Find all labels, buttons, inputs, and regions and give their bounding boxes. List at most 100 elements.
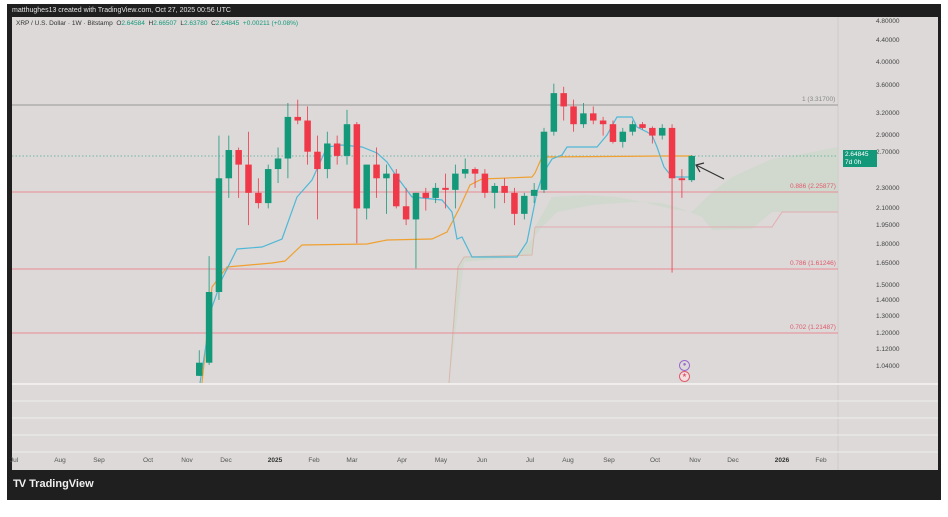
- candle[interactable]: [550, 93, 558, 132]
- candle[interactable]: [609, 124, 617, 142]
- candle[interactable]: [363, 164, 370, 209]
- candle[interactable]: [629, 124, 636, 132]
- candle[interactable]: [373, 164, 380, 179]
- candle[interactable]: [560, 93, 567, 107]
- ichimoku-base-line: [201, 155, 692, 384]
- candle[interactable]: [324, 143, 331, 170]
- x-tick: Aug: [562, 457, 574, 464]
- y-tick: 1.12000: [876, 346, 900, 353]
- candle[interactable]: [668, 127, 676, 179]
- candle[interactable]: [422, 192, 430, 198]
- candle[interactable]: [402, 206, 410, 220]
- y-tick: 1.65000: [876, 260, 900, 267]
- price-chart[interactable]: [12, 17, 938, 470]
- pane-separators: [12, 383, 938, 453]
- last-price-tag: 2.64845 7d 0h: [843, 150, 877, 167]
- candle[interactable]: [304, 120, 311, 152]
- y-tick: 1.50000: [876, 282, 900, 289]
- x-tick: 2026: [774, 457, 790, 464]
- candle[interactable]: [412, 192, 420, 220]
- y-tick: 2.90000: [876, 132, 900, 139]
- open-value: 2.64584: [121, 20, 145, 27]
- candle[interactable]: [471, 169, 479, 174]
- candle[interactable]: [580, 113, 587, 125]
- candle[interactable]: [481, 173, 489, 193]
- candle[interactable]: [215, 178, 223, 292]
- y-tick: 4.80000: [876, 18, 900, 25]
- candle[interactable]: [432, 187, 439, 198]
- symbol-legend[interactable]: XRP / U.S. Dollar · 1W · Bitstamp O2.645…: [16, 20, 299, 27]
- candle[interactable]: [393, 173, 400, 207]
- x-tick: 2025: [267, 457, 283, 464]
- candle[interactable]: [442, 187, 449, 190]
- x-tick: Apr: [396, 457, 408, 464]
- candle[interactable]: [383, 173, 390, 179]
- candle[interactable]: [461, 169, 469, 174]
- candle[interactable]: [314, 151, 321, 170]
- y-tick: 1.80000: [876, 241, 900, 248]
- y-tick: 1.30000: [876, 313, 900, 320]
- x-tick: Jun: [476, 457, 488, 464]
- chart-panel[interactable]: XRP / U.S. Dollar · 1W · Bitstamp O2.645…: [9, 17, 938, 470]
- symbol-title: XRP / U.S. Dollar · 1W · Bitstamp: [16, 20, 113, 27]
- candles: [196, 83, 696, 376]
- candle[interactable]: [599, 120, 607, 125]
- fib-label-0886: 0.886 (2.25877): [790, 183, 836, 190]
- fib-label-0702: 0.702 (1.21487): [790, 324, 836, 331]
- x-tick: Feb: [308, 457, 320, 464]
- last-price-value: 2.64845: [845, 151, 869, 158]
- candle[interactable]: [264, 169, 272, 204]
- y-tick: 1.95000: [876, 222, 900, 229]
- candle[interactable]: [501, 185, 508, 193]
- x-tick: Mar: [346, 457, 358, 464]
- candle[interactable]: [491, 185, 499, 193]
- x-tick: Jul: [9, 457, 19, 464]
- y-tick: 1.04000: [876, 363, 900, 370]
- y-tick: 4.40000: [876, 37, 900, 44]
- candle[interactable]: [225, 150, 233, 179]
- candle[interactable]: [255, 192, 262, 204]
- x-tick: Dec: [220, 457, 232, 464]
- fib-label-1: 1 (3.31700): [802, 96, 836, 103]
- candle[interactable]: [452, 173, 459, 190]
- candle[interactable]: [649, 127, 656, 136]
- candle[interactable]: [521, 195, 528, 214]
- candle[interactable]: [245, 164, 252, 193]
- candle[interactable]: [284, 116, 292, 159]
- x-tick: Oct: [142, 457, 154, 464]
- candle[interactable]: [235, 150, 242, 165]
- candle[interactable]: [294, 116, 302, 121]
- y-tick: 3.20000: [876, 110, 900, 117]
- us-flag-event-icon[interactable]: ★: [679, 371, 690, 382]
- candle[interactable]: [639, 124, 646, 128]
- fib-label-0786: 0.786 (1.61246): [790, 260, 836, 267]
- y-tick: 4.00000: [876, 59, 900, 66]
- crypto-event-icon[interactable]: ●: [679, 360, 690, 371]
- candle[interactable]: [274, 158, 282, 170]
- brand-name: TradingView: [29, 478, 94, 490]
- candle[interactable]: [196, 362, 203, 376]
- candle[interactable]: [658, 127, 666, 136]
- candle[interactable]: [205, 291, 213, 363]
- candle[interactable]: [678, 178, 686, 181]
- candle[interactable]: [619, 131, 627, 142]
- candle[interactable]: [530, 189, 538, 196]
- x-tick: Nov: [689, 457, 701, 464]
- y-tick: 2.30000: [876, 185, 900, 192]
- ichimoku-cloud: [449, 147, 838, 383]
- candle[interactable]: [688, 155, 696, 181]
- x-tick: Nov: [181, 457, 193, 464]
- y-tick: 2.10000: [876, 205, 900, 212]
- tradingview-brand[interactable]: TV TradingView: [13, 478, 94, 490]
- candle[interactable]: [570, 106, 577, 125]
- candle[interactable]: [590, 113, 597, 121]
- x-tick: Feb: [815, 457, 827, 464]
- candle[interactable]: [333, 143, 341, 156]
- candle[interactable]: [353, 124, 361, 209]
- low-value: 2.63780: [183, 20, 208, 27]
- x-tick: Oct: [649, 457, 661, 464]
- attribution-text: matthughes13 created with TradingView.co…: [12, 7, 231, 14]
- candle[interactable]: [511, 192, 518, 214]
- candle[interactable]: [540, 131, 548, 190]
- candle[interactable]: [343, 124, 351, 156]
